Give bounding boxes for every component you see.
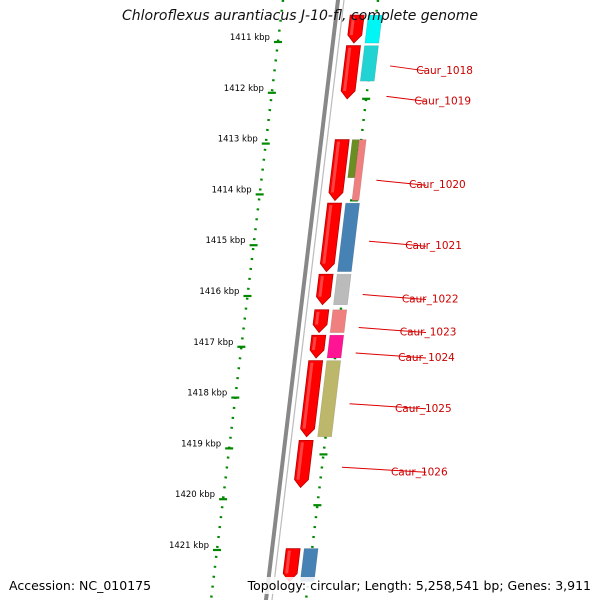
cds-arrow-highlight	[322, 205, 333, 264]
protein-track-block	[317, 360, 342, 438]
cds-arrow-highlight	[285, 550, 291, 574]
cds-arrow-highlight	[311, 337, 317, 351]
cds-arrow-highlight	[302, 362, 314, 429]
genome-backbone	[263, 0, 345, 600]
protein-tracks	[299, 14, 383, 582]
ruler-tick-label: 1412 kbp	[224, 84, 264, 94]
ruler-tick-label: 1413 kbp	[218, 135, 258, 145]
ruler-tick-label: 1418 kbp	[187, 389, 227, 399]
cds-arrow-highlight	[318, 276, 324, 297]
gene-label-leader	[386, 95, 427, 102]
cds-arrow-highlight	[296, 442, 304, 480]
protein-track-block	[359, 45, 379, 82]
ruler-tick-label: 1420 kbp	[175, 490, 215, 500]
gene-label: Caur_1021	[405, 240, 462, 252]
cds-arrows	[282, 14, 365, 583]
backbone-line	[263, 0, 341, 600]
cds-arrow-highlight	[315, 311, 320, 325]
gene-label-leader	[349, 403, 427, 410]
cds-arrow-highlight	[343, 47, 352, 91]
gene-label-leader	[390, 65, 427, 72]
gene-labels: Caur_1018 Caur_1019 Caur_1020 Caur_1021 Caur…	[341, 65, 473, 478]
ruler-tick-label: 1419 kbp	[181, 439, 221, 449]
gene-label: Caur_1025	[395, 403, 452, 415]
gene-label: Caur_1022	[402, 294, 459, 306]
gene-label: Caur_1023	[400, 327, 457, 339]
protein-track-block	[329, 309, 348, 333]
gene-label-leader	[358, 327, 427, 334]
protein-track-block	[333, 273, 352, 306]
gene-label-leader	[341, 466, 427, 473]
gene-label: Caur_1024	[398, 352, 455, 364]
ruler-tick-label: 1414 kbp	[212, 185, 252, 195]
ruler-tick-label: 1417 kbp	[193, 338, 233, 348]
gene-label: Caur_1019	[414, 95, 471, 107]
protein-track-block	[351, 139, 367, 201]
cds-arrow	[312, 309, 330, 334]
protein-track-block	[347, 139, 360, 178]
gene-label-leader	[362, 294, 427, 301]
gene-label: Caur_1026	[391, 466, 448, 478]
protein-track-block	[337, 202, 360, 272]
backbone-inner-line	[271, 0, 345, 600]
gene-label: Caur_1018	[416, 65, 473, 77]
protein-track-block	[326, 334, 345, 359]
map-title: Chloroflexus aurantiacus J-10-fl, comple…	[122, 8, 478, 24]
cds-arrow	[309, 334, 327, 359]
cds-arrow-highlight	[349, 17, 355, 36]
cds-arrow	[294, 439, 314, 489]
gene-label: Caur_1020	[409, 179, 466, 191]
ruler-tick-label: 1416 kbp	[199, 287, 239, 297]
gene-label-leader	[355, 352, 427, 359]
gene-label-leader	[369, 240, 427, 247]
accession-text: Accession: NC_010175	[6, 577, 155, 594]
protein-track-block	[364, 14, 383, 44]
ruler-tick-label: 1421 kbp	[169, 541, 209, 551]
genome-summary-text: Topology: circular; Length: 5,258,541 bp…	[244, 577, 594, 594]
gene-label-leader	[376, 179, 427, 186]
cds-arrow	[316, 273, 334, 306]
ruler-tick-label: 1411 kbp	[230, 33, 270, 43]
ruler-tick-label: 1415 kbp	[206, 236, 246, 246]
cds-arrow-highlight	[330, 141, 341, 193]
